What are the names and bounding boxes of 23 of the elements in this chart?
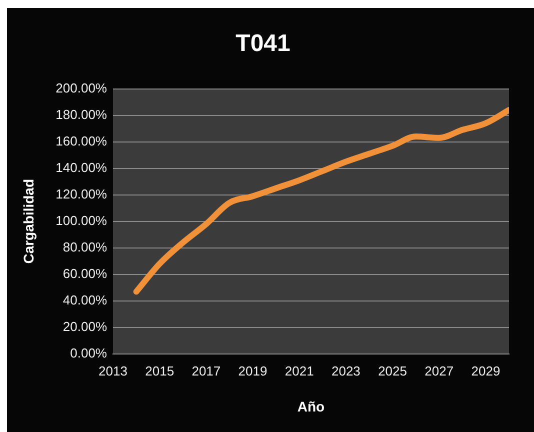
chart-title: T041 xyxy=(236,30,290,58)
y-tick-label: 0.00% xyxy=(70,346,108,361)
y-tick-label: 120.00% xyxy=(56,186,108,202)
x-tick-label: 2015 xyxy=(145,363,174,378)
x-tick-label: 2017 xyxy=(192,363,221,378)
y-tick-label: 100.00% xyxy=(56,212,108,228)
x-tick-label: 2029 xyxy=(471,363,500,378)
x-tick-label: 2021 xyxy=(284,363,314,378)
y-tick-label: 20.00% xyxy=(62,319,108,334)
x-tick-label: 2027 xyxy=(424,363,454,378)
y-tick-label: 40.00% xyxy=(62,292,108,308)
x-tick-label: 2025 xyxy=(378,363,407,378)
x-tick-label: 2023 xyxy=(331,363,360,378)
y-tick-label: 140.00% xyxy=(56,160,108,175)
y-axis-title: Cargabilidad xyxy=(20,179,36,264)
x-tick-label: 2013 xyxy=(98,363,128,378)
y-tick-label: 200.00% xyxy=(56,80,108,96)
y-tick-label: 180.00% xyxy=(56,106,108,122)
y-tick-label: 80.00% xyxy=(62,240,108,254)
x-tick-label: 2019 xyxy=(238,363,268,378)
y-tick-label: 60.00% xyxy=(62,266,108,282)
y-tick-label: 160.00% xyxy=(56,133,108,148)
x-axis-title: Año xyxy=(297,398,325,414)
